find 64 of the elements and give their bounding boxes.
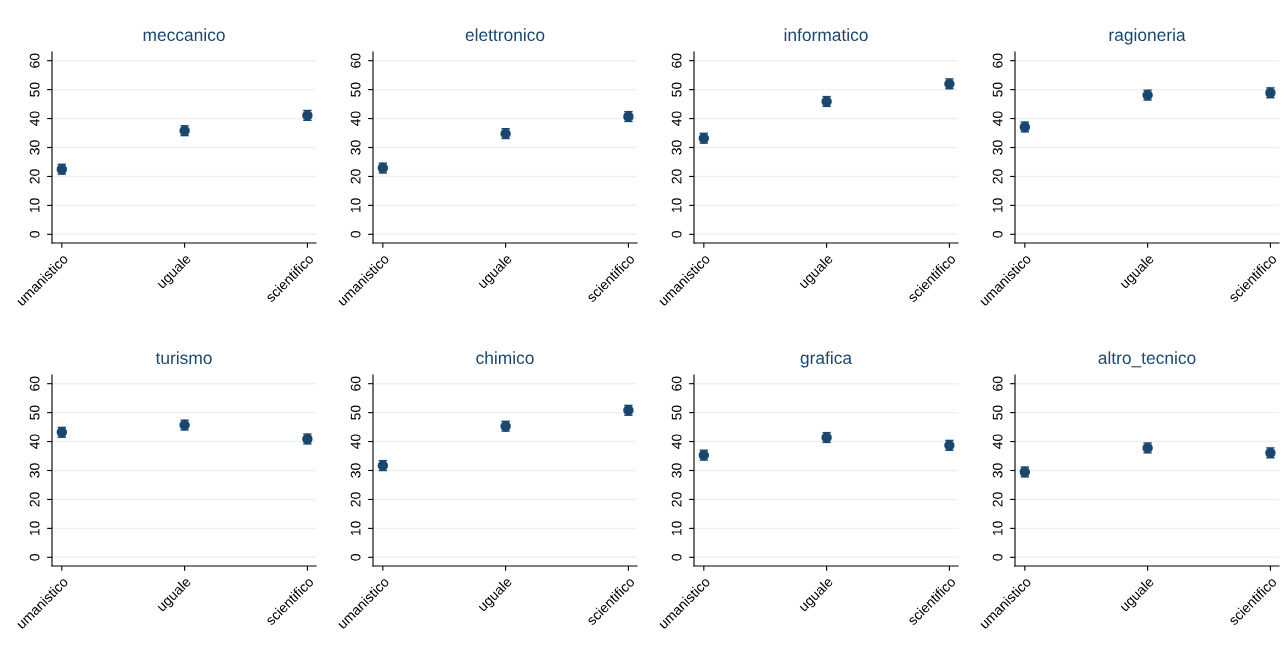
y-tick-label: 60 bbox=[992, 53, 1003, 68]
y-tick-label: 60 bbox=[29, 376, 40, 391]
chart-title: grafica bbox=[800, 351, 853, 368]
y-tick-label: 20 bbox=[671, 492, 682, 507]
y-tick-label: 50 bbox=[992, 82, 1003, 97]
y-tick-label: 0 bbox=[992, 231, 1003, 238]
y-tick-label: 20 bbox=[29, 169, 40, 184]
y-tick-label: 30 bbox=[350, 140, 361, 155]
y-tick-label: 20 bbox=[29, 492, 40, 507]
y-tick-label: 60 bbox=[992, 376, 1003, 391]
y-tick-label: 40 bbox=[992, 111, 1003, 126]
y-tick-label: 40 bbox=[671, 111, 682, 126]
y-tick-label: 50 bbox=[29, 405, 40, 420]
y-tick-label: 40 bbox=[29, 111, 40, 126]
y-tick-label: 0 bbox=[29, 231, 40, 238]
y-tick-label: 50 bbox=[350, 405, 361, 420]
y-tick-label: 20 bbox=[350, 492, 361, 507]
y-tick-label: 10 bbox=[29, 198, 40, 213]
y-tick-label: 0 bbox=[350, 231, 361, 238]
y-tick-label: 40 bbox=[671, 434, 682, 449]
y-tick-label: 30 bbox=[29, 140, 40, 155]
chart-title: meccanico bbox=[143, 28, 225, 42]
y-tick-label: 10 bbox=[992, 198, 1003, 213]
y-tick-label: 60 bbox=[671, 53, 682, 68]
y-tick-label: 20 bbox=[992, 492, 1003, 507]
y-tick-label: 30 bbox=[29, 463, 40, 478]
y-tick-label: 60 bbox=[671, 376, 682, 391]
y-tick-label: 60 bbox=[350, 376, 361, 391]
y-tick-label: 0 bbox=[671, 554, 682, 561]
y-tick-label: 30 bbox=[992, 140, 1003, 155]
y-tick-label: 40 bbox=[350, 111, 361, 126]
y-tick-label: 50 bbox=[671, 405, 682, 420]
y-tick-label: 50 bbox=[350, 82, 361, 97]
y-tick-label: 20 bbox=[992, 169, 1003, 184]
y-tick-label: 20 bbox=[350, 169, 361, 184]
y-tick-label: 10 bbox=[671, 198, 682, 213]
y-tick-label: 0 bbox=[671, 231, 682, 238]
chart-title: turismo bbox=[155, 351, 212, 365]
chart-title: ragioneria bbox=[1109, 28, 1186, 45]
y-tick-label: 0 bbox=[992, 554, 1003, 561]
y-tick-label: 40 bbox=[992, 434, 1003, 449]
y-tick-label: 0 bbox=[29, 554, 40, 561]
y-tick-label: 40 bbox=[29, 434, 40, 449]
y-tick-label: 30 bbox=[350, 463, 361, 478]
y-tick-label: 30 bbox=[671, 463, 682, 478]
y-tick-label: 50 bbox=[992, 405, 1003, 420]
chart-title: chimico bbox=[476, 351, 534, 365]
y-tick-label: 10 bbox=[350, 521, 361, 536]
y-tick-label: 0 bbox=[350, 554, 361, 561]
y-tick-label: 10 bbox=[671, 521, 682, 536]
y-tick-label: 40 bbox=[350, 434, 361, 449]
y-tick-label: 30 bbox=[992, 463, 1003, 478]
y-tick-label: 30 bbox=[671, 140, 682, 155]
y-tick-label: 10 bbox=[350, 198, 361, 213]
y-tick-label: 20 bbox=[671, 169, 682, 184]
y-tick-label: 60 bbox=[29, 53, 40, 68]
y-tick-label: 60 bbox=[350, 53, 361, 68]
chart-title: informatico bbox=[784, 28, 868, 42]
chart-title: altro_tecnico bbox=[1098, 351, 1196, 368]
y-tick-label: 10 bbox=[992, 521, 1003, 536]
chart-title: elettronico bbox=[465, 28, 545, 42]
y-tick-label: 10 bbox=[29, 521, 40, 536]
y-tick-label: 50 bbox=[671, 82, 682, 97]
y-tick-label: 50 bbox=[29, 82, 40, 97]
